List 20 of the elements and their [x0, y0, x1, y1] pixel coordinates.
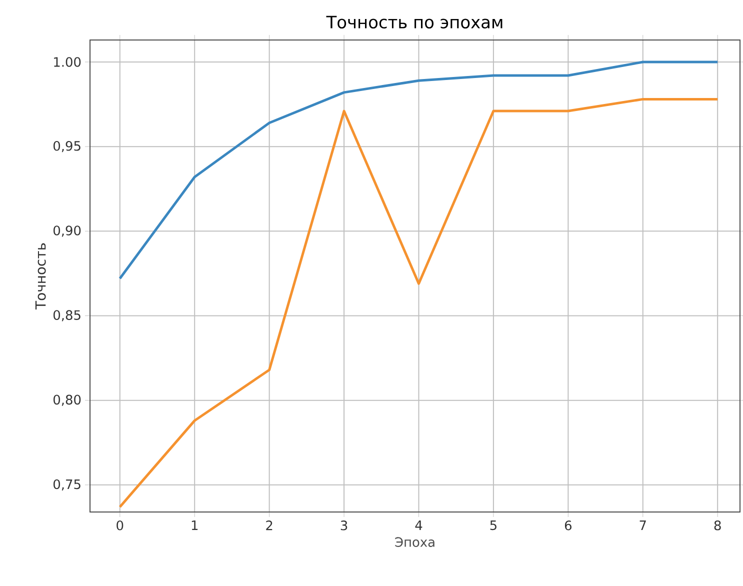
x-tick-label: 1 [192, 520, 198, 530]
y-tick-label: 0,90 [54, 226, 81, 237]
x-axis-title: Эпоха [395, 537, 434, 547]
chart-title: Точность по эпохам [326, 16, 502, 28]
y-axis-title: Точность [35, 243, 46, 310]
x-tick-label: 6 [564, 520, 572, 530]
x-tick-label: 7 [640, 520, 646, 530]
y-tick-label: 0,85 [54, 310, 80, 322]
line-series [118, 98, 719, 508]
x-tick-label: 3 [340, 520, 348, 530]
x-tick-label: 4 [415, 520, 422, 530]
y-tick-label: 0,95 [54, 141, 80, 152]
x-tick-label: 0 [116, 520, 124, 530]
y-tick-label: 0,75 [54, 479, 80, 490]
line-series [118, 60, 719, 280]
x-tick-label: 2 [266, 520, 272, 530]
x-tick-label: 5 [490, 520, 496, 530]
y-tick-label: 1.00 [54, 57, 81, 67]
x-tick-label: 8 [714, 520, 721, 530]
y-tick-label: 0,80 [54, 394, 81, 406]
